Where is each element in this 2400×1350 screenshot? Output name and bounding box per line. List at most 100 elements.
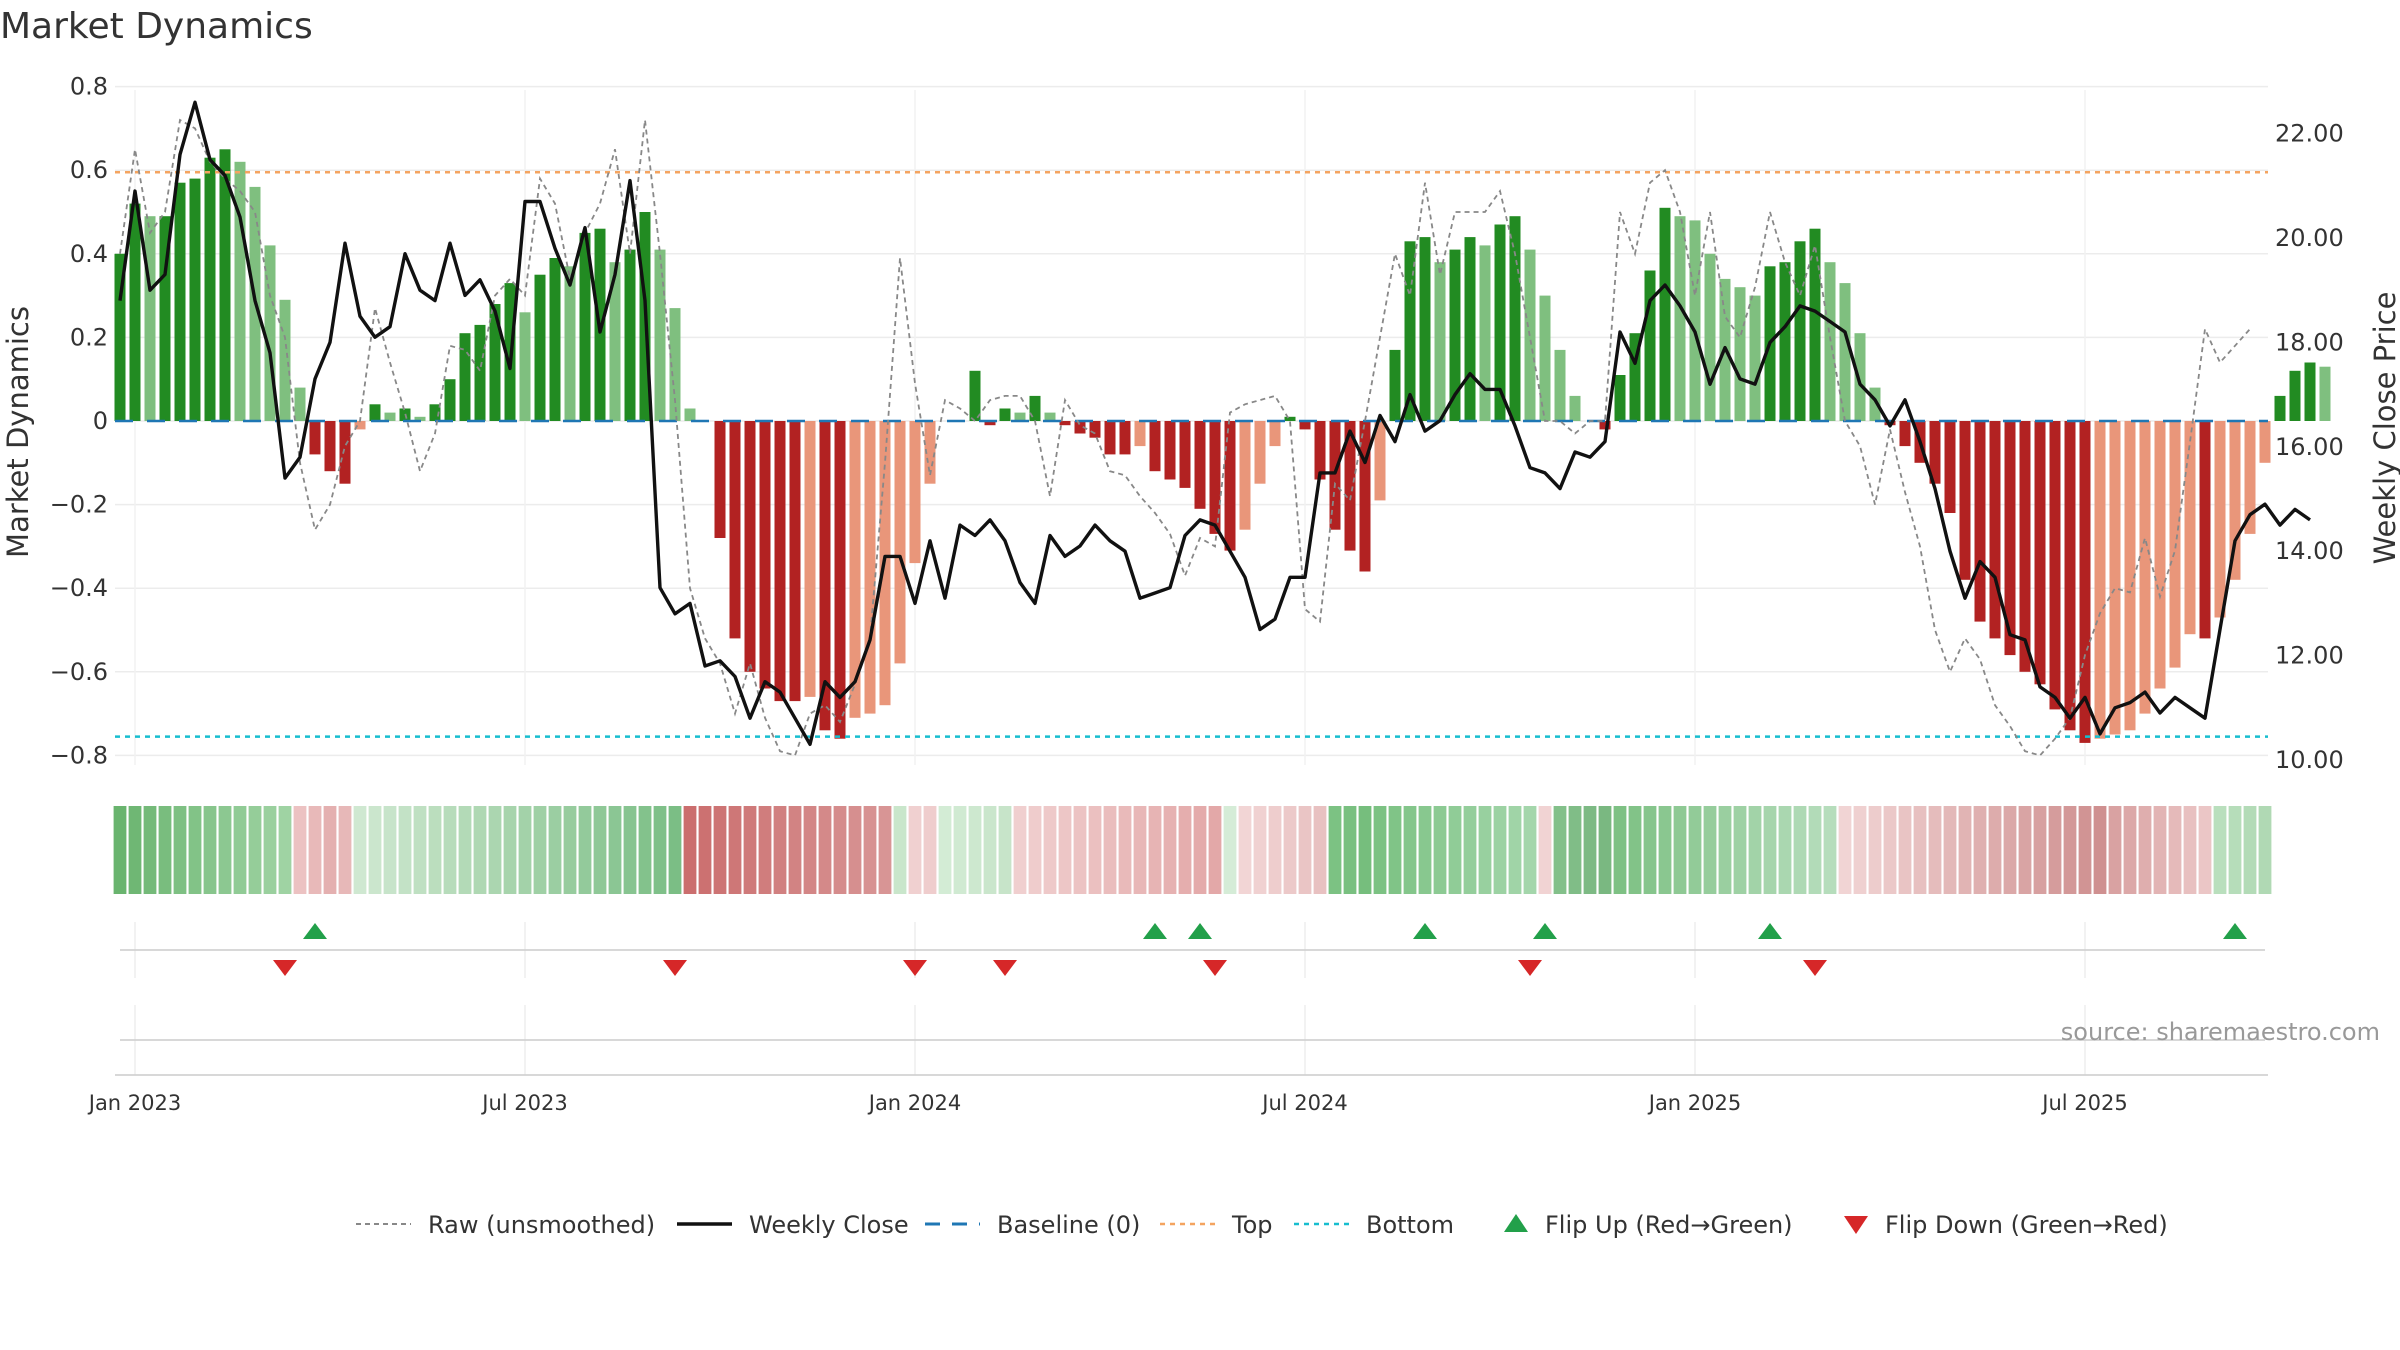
flip-down-marker bbox=[273, 960, 297, 976]
strip-cell bbox=[2243, 806, 2257, 894]
strip-cell bbox=[983, 806, 997, 894]
bar bbox=[2274, 395, 2286, 421]
strip-cell bbox=[443, 806, 457, 894]
strip-cell bbox=[1238, 806, 1252, 894]
strip-cell bbox=[1223, 806, 1237, 894]
bar bbox=[579, 232, 591, 421]
bar bbox=[669, 308, 681, 421]
strip-cell bbox=[1403, 806, 1417, 894]
strip-cell bbox=[1043, 806, 1057, 894]
bar bbox=[789, 421, 801, 702]
strip-cell bbox=[2138, 806, 2152, 894]
bar bbox=[2139, 421, 2151, 714]
bar bbox=[1044, 412, 1056, 421]
time-axis: Jan 2023 Jul 2023 Jan 2024 Jul 2024 Jan 2025… bbox=[87, 1039, 2268, 1115]
strip-cell bbox=[2093, 806, 2107, 894]
bar bbox=[1254, 421, 1266, 484]
strip-cell bbox=[1013, 806, 1027, 894]
chart-title: Market Dynamics bbox=[0, 6, 313, 47]
strip-cell bbox=[398, 806, 412, 894]
strip-cell bbox=[758, 806, 772, 894]
strip-cell bbox=[1193, 806, 1207, 894]
bar bbox=[1494, 224, 1506, 421]
strip-cell bbox=[2063, 806, 2077, 894]
bar bbox=[1674, 216, 1686, 421]
left-axis-ticks: 0.8 0.6 0.4 0.2 0 −0.2 −0.4 −0.6 −0.8 bbox=[50, 73, 108, 770]
bar bbox=[2214, 421, 2226, 618]
strip-cell bbox=[623, 806, 637, 894]
strip-cell bbox=[2048, 806, 2062, 894]
right-tick-label: 22.00 bbox=[2275, 120, 2344, 148]
legend-label: Baseline (0) bbox=[997, 1211, 1140, 1239]
left-tick-label: 0.4 bbox=[70, 240, 108, 268]
bar bbox=[2124, 421, 2136, 731]
bar bbox=[1839, 283, 1851, 421]
bar bbox=[384, 412, 396, 421]
strip-cell bbox=[578, 806, 592, 894]
bar bbox=[1644, 270, 1656, 421]
right-axis-label: Weekly Close Price bbox=[2368, 292, 2400, 565]
bar bbox=[1419, 237, 1431, 421]
strip-cell bbox=[803, 806, 817, 894]
right-axis-ticks: 22.00 20.00 18.00 16.00 14.00 12.00 10.00 bbox=[2275, 120, 2344, 774]
bar bbox=[129, 203, 141, 421]
bar bbox=[204, 157, 216, 421]
regime-strip bbox=[113, 806, 2272, 894]
bar bbox=[549, 258, 561, 421]
strip-cell bbox=[1703, 806, 1717, 894]
strip-cell bbox=[1883, 806, 1897, 894]
flip-up-marker bbox=[1533, 923, 1557, 939]
strip-cell bbox=[1943, 806, 1957, 894]
bar bbox=[684, 408, 696, 421]
strip-cell bbox=[2123, 806, 2137, 894]
strip-cell bbox=[1313, 806, 1327, 894]
strip-cell bbox=[1523, 806, 1537, 894]
raw-line bbox=[119, 118, 2251, 757]
strip-cell bbox=[953, 806, 967, 894]
strip-cell bbox=[218, 806, 232, 894]
bar bbox=[999, 408, 1011, 421]
bar bbox=[534, 274, 546, 421]
strip-cell bbox=[143, 806, 157, 894]
flip-markers bbox=[120, 922, 2265, 1075]
bar bbox=[2289, 370, 2301, 421]
strip-cell bbox=[1868, 806, 1882, 894]
strip-cell bbox=[1778, 806, 1792, 894]
strip-cell bbox=[713, 806, 727, 894]
bar bbox=[744, 421, 756, 672]
bar bbox=[114, 253, 126, 421]
bar bbox=[1854, 333, 1866, 421]
strip-cell bbox=[2003, 806, 2017, 894]
bar bbox=[1209, 421, 1221, 534]
strip-cell bbox=[938, 806, 952, 894]
strip-cell bbox=[308, 806, 322, 894]
bar bbox=[2154, 421, 2166, 689]
bar bbox=[1734, 287, 1746, 421]
bar bbox=[144, 216, 156, 421]
legend: Raw (unsmoothed) Weekly Close Baseline (0)… bbox=[356, 1211, 2168, 1239]
left-tick-label: 0.6 bbox=[70, 156, 108, 184]
bar bbox=[1269, 421, 1281, 447]
strip-cell bbox=[1163, 806, 1177, 894]
strip-cell bbox=[413, 806, 427, 894]
bar bbox=[234, 161, 246, 422]
bar bbox=[609, 262, 621, 421]
left-tick-label: 0 bbox=[93, 407, 108, 435]
strip-cell bbox=[698, 806, 712, 894]
legend-label: Weekly Close bbox=[749, 1211, 909, 1239]
strip-cell bbox=[2168, 806, 2182, 894]
strip-cell bbox=[488, 806, 502, 894]
bar bbox=[1974, 421, 1986, 622]
flip-down-marker bbox=[1203, 960, 1227, 976]
bar bbox=[804, 421, 816, 697]
bar bbox=[354, 421, 366, 430]
x-tick-label: Jan 2024 bbox=[867, 1091, 962, 1115]
strip-cell bbox=[2153, 806, 2167, 894]
bar bbox=[1164, 421, 1176, 480]
strip-cell bbox=[458, 806, 472, 894]
strip-cell bbox=[1568, 806, 1582, 894]
strip-cell bbox=[1823, 806, 1837, 894]
bar bbox=[189, 178, 201, 421]
bar bbox=[219, 149, 231, 422]
